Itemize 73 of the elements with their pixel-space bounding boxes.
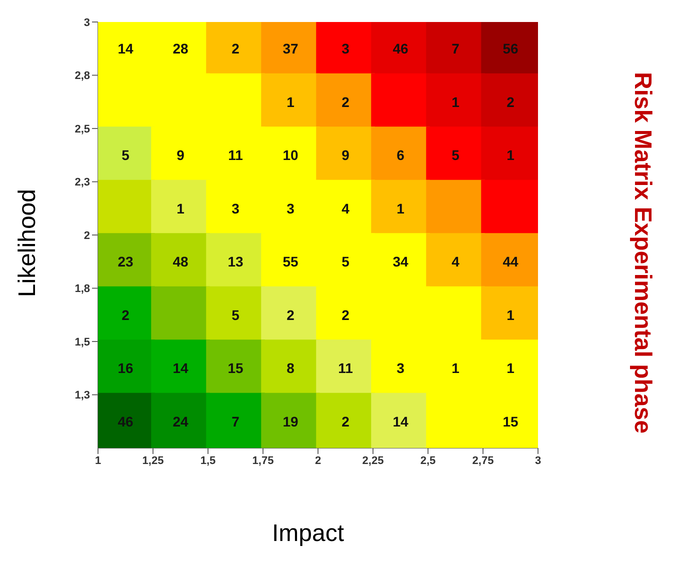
data-label: 2 [342, 94, 350, 110]
data-label: 1 [396, 200, 405, 216]
data-label: 1 [506, 147, 515, 164]
data-label: 24 [172, 413, 188, 430]
data-label: 11 [338, 360, 354, 376]
data-label: 2 [342, 413, 350, 430]
x-tick-label: 2,5 [420, 454, 436, 467]
data-label: 3 [396, 360, 405, 376]
text: Risk Matrix Experimental phase [628, 72, 656, 434]
y-tick-label: 2,8 [74, 70, 90, 82]
data-label: 2 [122, 306, 130, 323]
data-label: 11 [228, 147, 244, 164]
data-label: 10 [282, 147, 298, 164]
data-label: 9 [342, 147, 350, 164]
data-label: 1 [452, 94, 460, 110]
data-label: 7 [232, 413, 240, 430]
data-label: 5 [122, 147, 130, 164]
data-label: 55 [282, 254, 298, 270]
data-label: 1 [176, 200, 185, 216]
data-label: 5 [452, 147, 460, 164]
data-label: 2 [506, 94, 515, 110]
data-label: 5 [232, 306, 240, 323]
y-tick-label: 1,8 [74, 283, 90, 296]
data-label: 5 [342, 254, 350, 270]
x-tick-label: 2 [314, 454, 322, 467]
data-label: 16 [118, 360, 134, 376]
x-tick-label: 1,5 [200, 454, 216, 467]
data-label: 56 [502, 40, 518, 57]
data-label: 46 [118, 413, 134, 430]
data-label: 1 [506, 360, 515, 376]
data-label: 15 [228, 360, 244, 376]
data-label: 8 [286, 360, 295, 376]
y-tick-label: 2 [84, 230, 90, 242]
data-label: 4 [452, 254, 460, 270]
data-label: 37 [282, 40, 298, 57]
x-axis-title: Impact [270, 520, 346, 548]
data-label: 1 [286, 94, 295, 110]
x-tick-label: 3 [534, 454, 542, 467]
data-label: 1 [506, 306, 515, 323]
data-label: 3 [342, 40, 350, 57]
y-tick-label: 2,3 [74, 176, 90, 189]
data-label: 3 [232, 200, 240, 216]
data-label: 2 [286, 306, 295, 323]
data-label: 2 [342, 306, 350, 323]
x-tick-label: 2,25 [362, 454, 384, 467]
data-label: 34 [392, 254, 408, 270]
x-tick-label: 2,75 [472, 454, 494, 467]
data-label: 13 [228, 254, 244, 270]
data-label: 44 [502, 254, 518, 270]
data-label: 4 [342, 200, 350, 216]
data-label: 3 [286, 200, 295, 216]
y-axis-title: Likelihood [14, 188, 42, 298]
data-label: 14 [118, 40, 134, 57]
data-label: 15 [502, 413, 518, 430]
data-label: 6 [396, 147, 405, 164]
data-label: 2 [232, 40, 240, 57]
data-label: 23 [118, 254, 134, 270]
data-label: 28 [172, 40, 188, 57]
data-label: 14 [172, 360, 188, 376]
y-tick-label: 3 [84, 16, 90, 29]
data-label: 9 [176, 147, 185, 164]
y-tick-label: 1,3 [74, 390, 90, 402]
data-label: 48 [172, 254, 188, 270]
data-label: 7 [452, 40, 460, 57]
y-tick-label: 1,5 [74, 336, 90, 348]
data-label: 1 [452, 360, 460, 376]
x-tick-label: 1 [94, 454, 102, 467]
y-tick-label: 2,5 [74, 123, 90, 136]
x-tick-label: 1,75 [252, 454, 274, 467]
data-label: 19 [282, 413, 298, 430]
x-tick-label: 1,25 [142, 454, 164, 467]
data-label: 46 [392, 40, 408, 57]
data-label: 14 [392, 413, 408, 430]
